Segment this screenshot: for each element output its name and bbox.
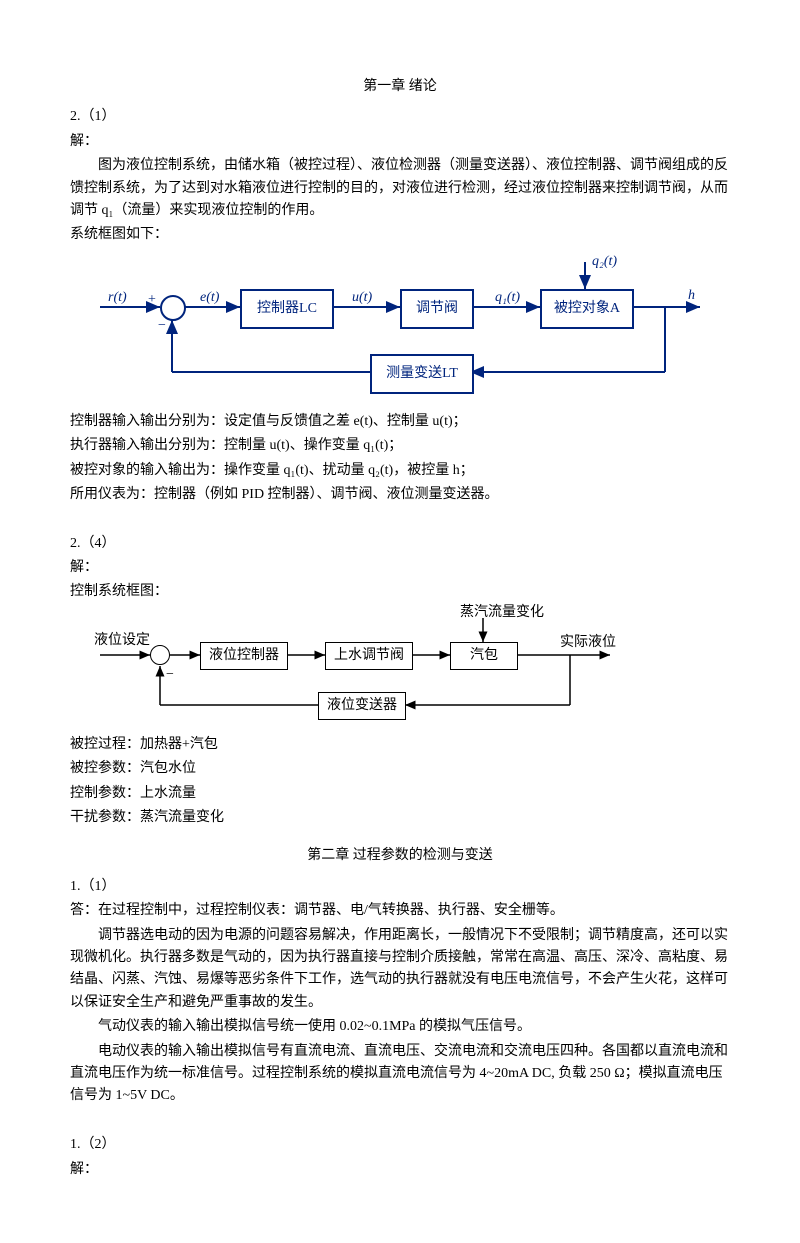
label-q2t: q₂(t) (592, 251, 617, 273)
jie-1: 解： (70, 131, 730, 153)
after-d1-line1: 控制器输入输出分别为：设定值与反馈值之差 e(t)、控制量 u(t)； (70, 411, 730, 433)
after-d2-l4: 干扰参数：蒸汽流量变化 (70, 807, 730, 829)
da-label: 答： (70, 903, 98, 918)
p1-line1: 图为液位控制系统，由储水箱（被控过程）、液位检测器（测量变送器）、液位控制器、调… (70, 155, 730, 222)
label-et: e(t) (200, 287, 219, 309)
plant2-box: 汽包 (450, 642, 518, 670)
q1-1-num: 1.（1） (70, 876, 730, 898)
label-plus: + (148, 289, 156, 311)
label-minus: − (158, 315, 166, 337)
q1-2-num: 1.（2） (70, 1134, 730, 1156)
after-d2-l2: 被控参数：汽包水位 (70, 758, 730, 780)
label-ut: u(t) (352, 287, 372, 309)
chapter1-title: 第一章 绪论 (70, 76, 730, 98)
label-minus2: − (166, 664, 174, 686)
ch2-p4: 电动仪表的输入输出模拟信号有直流电流、直流电压、交流电流和交流电压四种。各国都以… (70, 1041, 730, 1108)
meas2-box: 液位变送器 (318, 692, 406, 720)
label-setpoint: 液位设定 (94, 630, 150, 652)
chapter2-title: 第二章 过程参数的检测与变送 (70, 845, 730, 867)
p1-line2: 系统框图如下： (70, 224, 730, 246)
q2-4-num: 2.（4） (70, 533, 730, 555)
plant-box: 被控对象A (540, 289, 634, 329)
after-d2-l3: 控制参数：上水流量 (70, 783, 730, 805)
q2-1-num: 2.（1） (70, 106, 730, 128)
diagram1: 控制器LC 调节阀 被控对象A 测量变送LT r(t) + − e(t) u(t… (90, 257, 710, 407)
after-d1-line4: 所用仪表为：控制器（例如 PID 控制器）、调节阀、液位测量变送器。 (70, 484, 730, 506)
label-q1t: q₁(t) (495, 287, 520, 309)
ctrl2-box: 液位控制器 (200, 642, 288, 670)
ch2-p3: 气动仪表的输入输出模拟信号统一使用 0.02~0.1MPa 的模拟气压信号。 (70, 1016, 730, 1038)
after-d1-line2: 执行器输入输出分别为：控制量 u(t)、操作变量 q₁(t)； (70, 435, 730, 457)
da-1: 答：在过程控制中，过程控制仪表：调节器、电/气转换器、执行器、安全栅等。 (70, 900, 730, 922)
label-rt: r(t) (108, 287, 127, 309)
label-output: 实际液位 (560, 632, 616, 654)
summing-junction-2 (150, 645, 170, 665)
after-d2-l1: 被控过程：加热器+汽包 (70, 734, 730, 756)
ch2-p2: 调节器选电动的因为电源的问题容易解决，作用距离长，一般情况下不受限制；调节精度高… (70, 925, 730, 1015)
after-d1-line3: 被控对象的输入输出为：操作变量 q₁(t)、扰动量 q₂(t)，被控量 h； (70, 460, 730, 482)
ch2-p1: 在过程控制中，过程控制仪表：调节器、电/气转换器、执行器、安全栅等。 (98, 903, 564, 918)
valve2-box: 上水调节阀 (325, 642, 413, 670)
controller-box: 控制器LC (240, 289, 334, 329)
jie-2: 解： (70, 557, 730, 579)
meas-box: 测量变送LT (370, 354, 474, 394)
p2-line1: 控制系统框图： (70, 581, 730, 603)
label-disturb: 蒸汽流量变化 (460, 602, 544, 624)
diagram2: 液位控制器 上水调节阀 汽包 液位变送器 液位设定 蒸汽流量变化 实际液位 − (80, 610, 640, 730)
jie-3: 解： (70, 1159, 730, 1181)
label-h: h (688, 285, 695, 307)
valve-box: 调节阀 (400, 289, 474, 329)
